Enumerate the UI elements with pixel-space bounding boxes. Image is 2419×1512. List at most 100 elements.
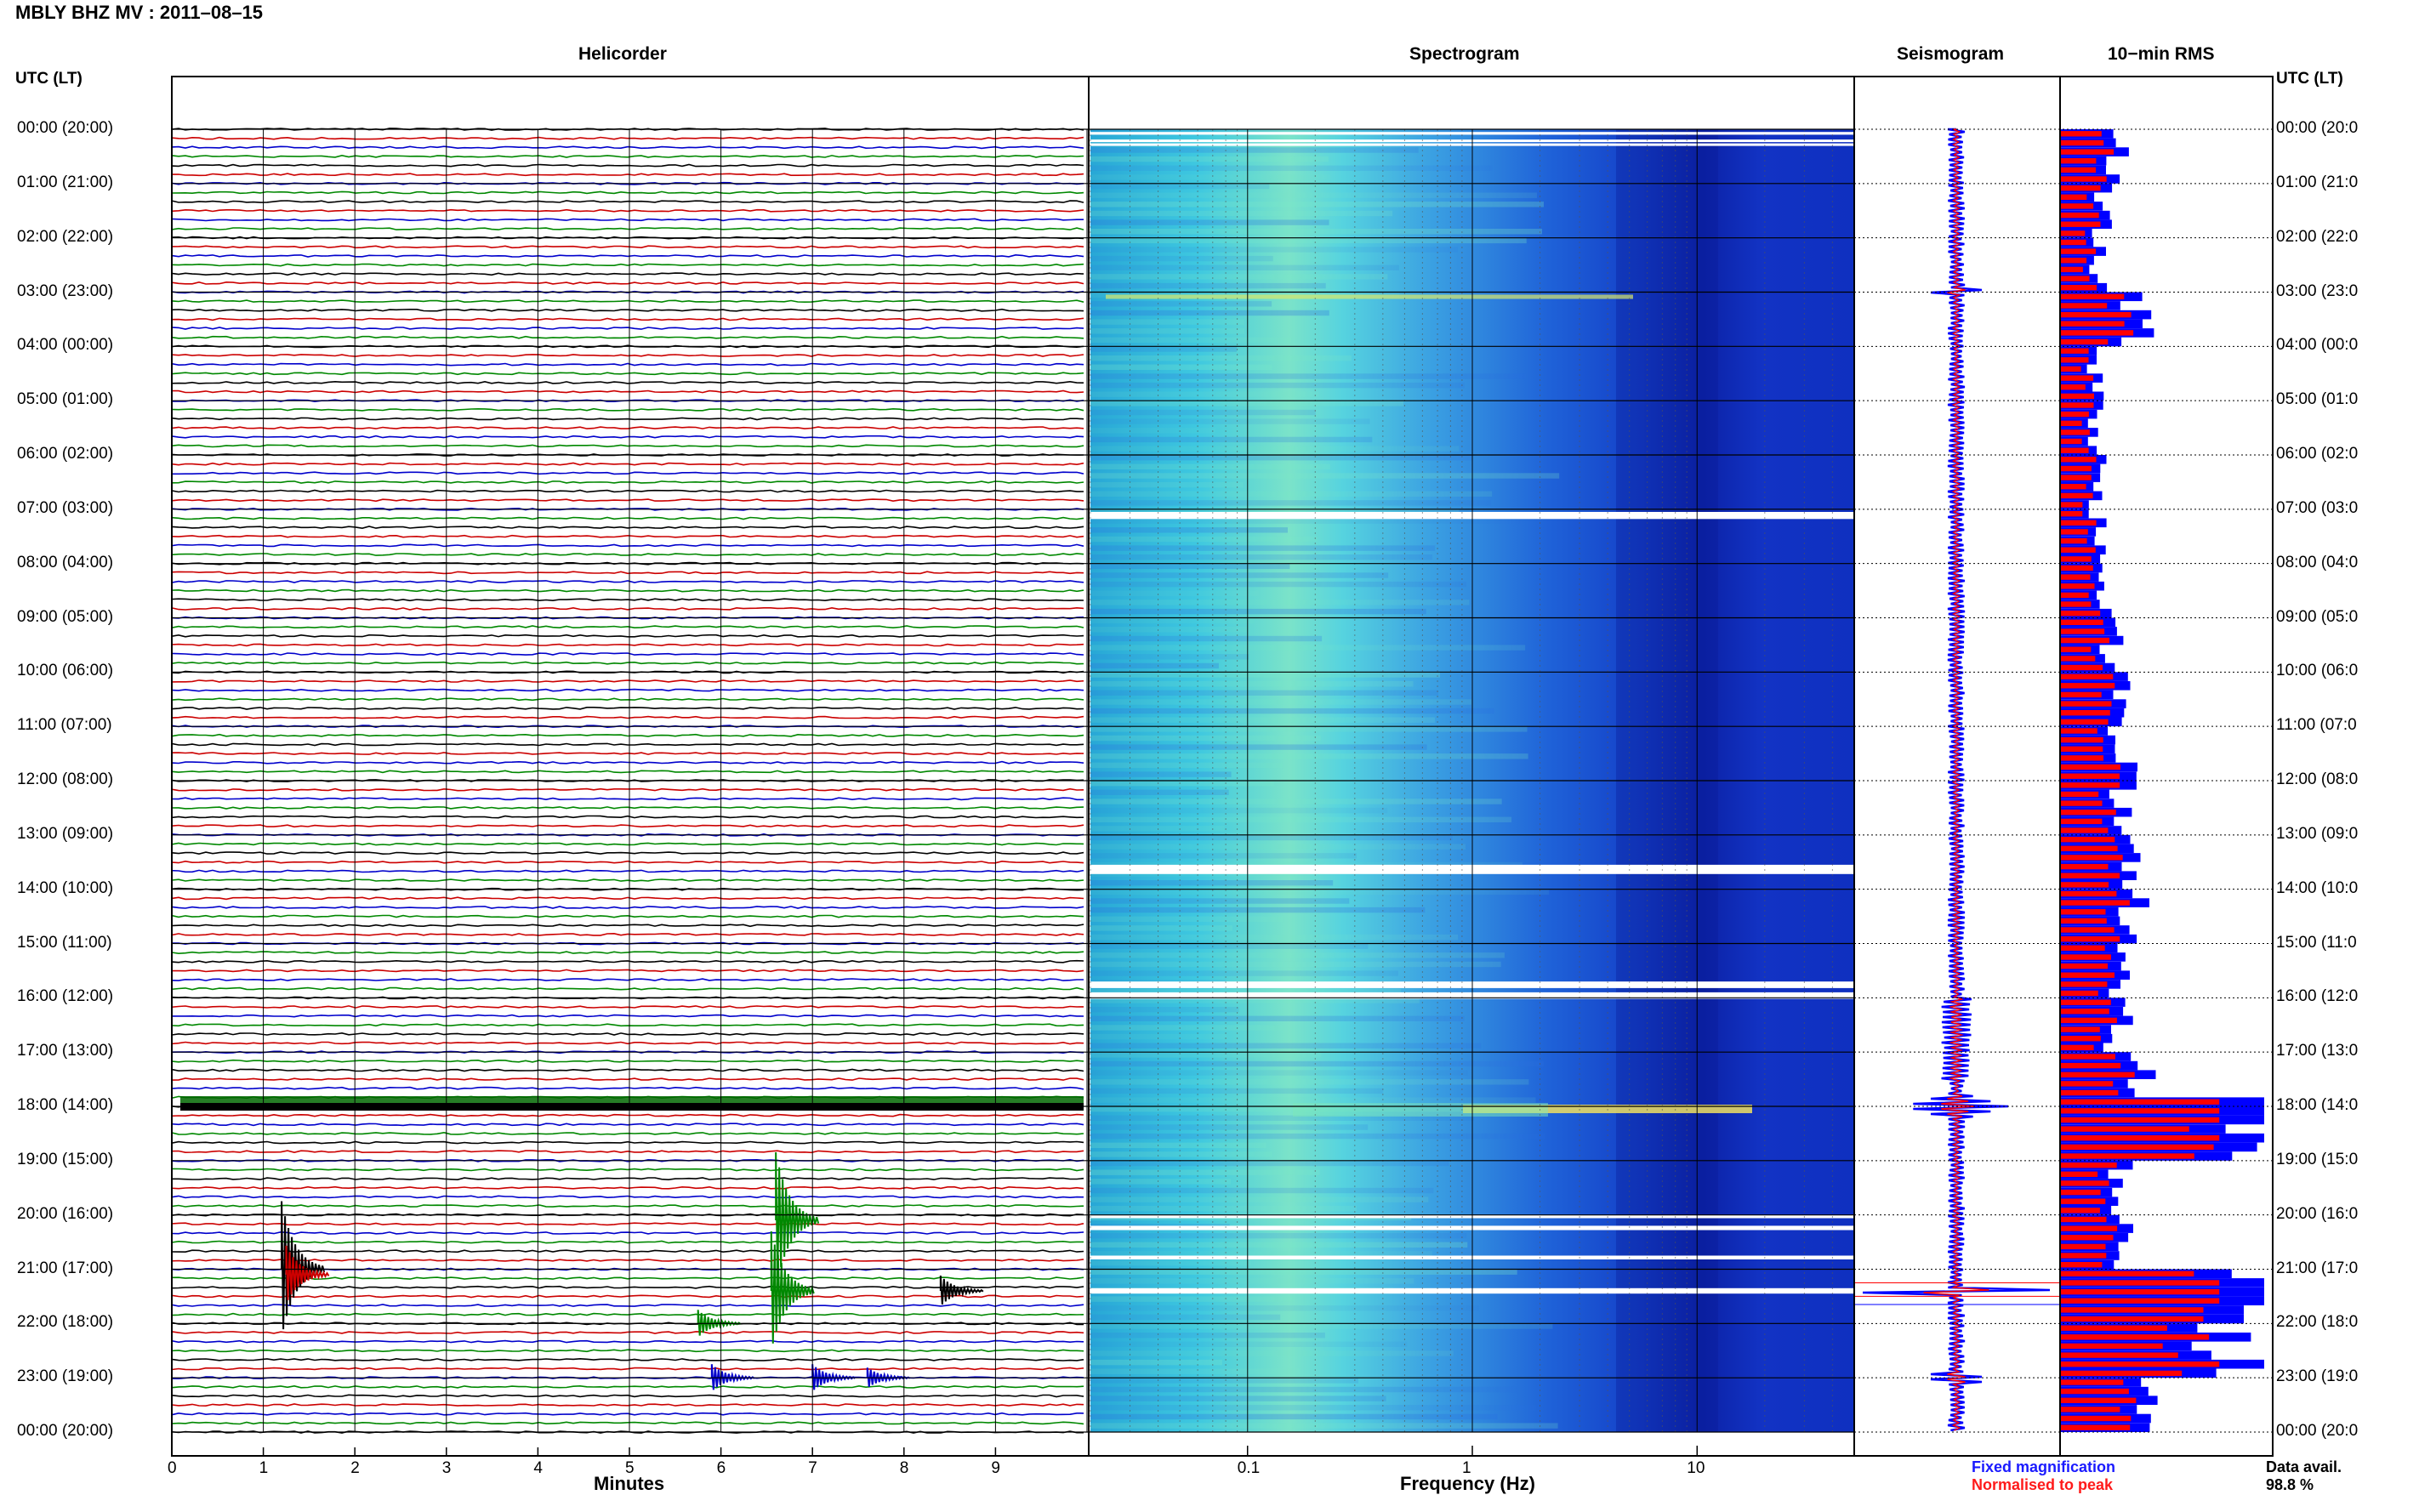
time-label-right: 23:00 (19:0	[2276, 1367, 2359, 1386]
helicorder-trace	[171, 526, 1084, 530]
spectrogram-band	[1090, 1350, 1454, 1356]
rms-bar-normalised	[2060, 863, 2109, 870]
rms-bar-normalised	[2060, 1081, 2114, 1087]
rms-bar-normalised	[2060, 185, 2101, 191]
spectrogram-band	[1090, 572, 1389, 578]
spectrogram-band	[1090, 880, 1334, 886]
spectrogram-band	[1090, 717, 1436, 723]
rms-bar-normalised	[2060, 845, 2118, 851]
helicorder-trace	[171, 516, 1084, 520]
minute-tick-label: 1	[259, 1459, 269, 1477]
spectrogram-band	[1090, 988, 1402, 995]
spectrogram-band	[1090, 337, 1292, 344]
spectrogram-band	[1090, 1115, 1475, 1121]
spectrogram-band	[1090, 1359, 1222, 1366]
rms-bar-normalised	[2060, 592, 2089, 599]
spectrogram-band	[1090, 1160, 1449, 1167]
helicorder-trace	[171, 1041, 1084, 1045]
spectrogram-band	[1090, 608, 1426, 615]
spectrogram-band	[1090, 1206, 1357, 1212]
data-avail-value: 98.8 %	[2266, 1476, 2314, 1493]
spectrogram-band	[1090, 1097, 1536, 1103]
rms-bar-normalised	[2060, 1334, 2210, 1340]
rms-bar-normalised	[2060, 837, 2115, 843]
rms-bar-normalised	[2060, 547, 2096, 553]
rms-bar-normalised	[2060, 429, 2090, 435]
rms-bar-normalised	[2060, 945, 2105, 951]
helicorder-trace	[171, 1123, 1084, 1127]
spectrogram-band	[1090, 373, 1527, 379]
rms-bar-normalised	[2060, 882, 2109, 888]
spectrogram-band	[1090, 998, 1420, 1003]
spectrogram-band	[1090, 1368, 1300, 1374]
helicorder-trace	[171, 797, 1084, 801]
rms-bar-normalised	[2060, 782, 2120, 788]
time-label-right: 10:00 (06:0	[2276, 662, 2359, 680]
time-label-right: 22:00 (18:0	[2276, 1313, 2359, 1332]
helicorder-trace	[171, 860, 1084, 864]
helicorder-trace	[171, 580, 1084, 583]
utc-label-left: UTC (LT)	[15, 70, 83, 88]
helicorder-trace	[171, 770, 1084, 774]
time-label-left: 02:00 (22:00)	[17, 227, 114, 246]
helicorder-trace	[171, 426, 1084, 429]
spectrogram-band	[1090, 600, 1470, 605]
time-label-right: 16:00 (12:0	[2276, 987, 2359, 1006]
helicorder-trace	[171, 787, 1084, 792]
helicorder-trace	[171, 598, 1084, 602]
spectrogram-band	[1090, 1070, 1468, 1076]
rms-bar-normalised	[2060, 1135, 2220, 1141]
helicorder-trace	[171, 1349, 1084, 1353]
helicorder-trace	[171, 372, 1084, 376]
spectrogram-band	[1090, 1060, 1544, 1067]
helicorder-trace	[171, 498, 1084, 503]
rms-bar-normalised	[2060, 601, 2092, 607]
helicorder-trace	[171, 1068, 1084, 1072]
rms-bar-normalised	[2060, 646, 2092, 652]
spectrogram-band	[1090, 1025, 1285, 1031]
spectrogram-band	[1090, 319, 1244, 325]
minute-tick-label: 9	[991, 1459, 1000, 1477]
spectrogram-band	[1090, 1413, 1498, 1420]
minute-tick-label: 7	[808, 1459, 817, 1477]
helicorder-trace	[171, 1204, 1084, 1208]
spectrogram-band	[1090, 617, 1255, 623]
time-label-right: 14:00 (10:0	[2276, 878, 2359, 897]
helicorder-event	[770, 1231, 815, 1344]
rms-bar-normalised	[2060, 248, 2097, 254]
rms-bar-normalised	[2060, 420, 2082, 426]
spectrogram-band	[1090, 174, 1331, 180]
helicorder-trace	[171, 1403, 1084, 1407]
rms-bar-normalised	[2060, 266, 2083, 273]
seismogram-title: Seismogram	[1897, 44, 2005, 64]
spectrogram-band	[1090, 382, 1465, 389]
helicorder-trace	[171, 1276, 1084, 1281]
spectrogram-band	[1090, 807, 1388, 814]
helicorder-trace	[171, 906, 1084, 909]
rms-bar-normalised	[2060, 1144, 2214, 1151]
time-label-left: 21:00 (17:00)	[17, 1259, 114, 1277]
spectrogram-band	[1090, 1314, 1281, 1321]
helicorder-trace	[171, 1258, 1084, 1262]
rms-bar-normalised	[2060, 1017, 2117, 1024]
rms-bar-normalised	[2060, 628, 2105, 634]
helicorder-trace	[171, 1222, 1084, 1226]
rms-bar-normalised	[2060, 438, 2082, 445]
rms-bar-normalised	[2060, 963, 2108, 969]
rms-bar-normalised	[2060, 1343, 2163, 1350]
helicorder-trace	[171, 815, 1084, 819]
time-label-right: 13:00 (09:0	[2276, 824, 2359, 843]
helicorder-trace	[171, 444, 1084, 448]
helicorder-trace	[171, 462, 1084, 466]
rms-bar-normalised	[2060, 773, 2120, 779]
time-label-right: 05:00 (01:0	[2276, 390, 2359, 409]
time-label-left: 07:00 (03:00)	[17, 498, 114, 517]
rms-bar-normalised	[2060, 736, 2103, 743]
helicorder-trace	[171, 733, 1084, 737]
spectrogram-band	[1090, 156, 1329, 162]
helicorder-xlabel: Minutes	[594, 1473, 665, 1494]
rms-bar-normalised	[2060, 348, 2089, 354]
helicorder-trace	[171, 824, 1084, 828]
spectrogram-band	[1090, 826, 1225, 832]
rms-bar-normalised	[2060, 755, 2103, 761]
